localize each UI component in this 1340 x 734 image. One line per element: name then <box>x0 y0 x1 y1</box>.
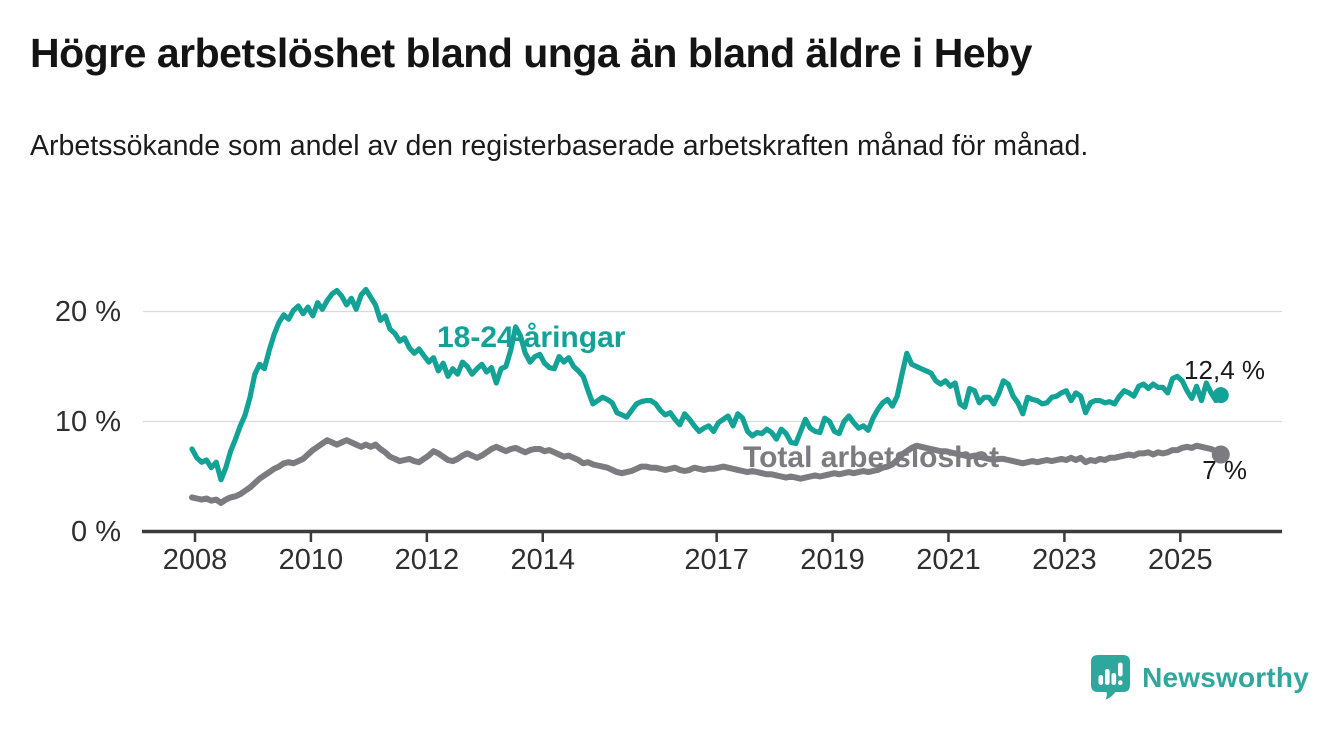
series-label-total: Total arbetslöshet <box>743 441 1000 474</box>
newsworthy-logo: Newsworthy <box>1091 655 1309 700</box>
newsworthy-logo-icon <box>1091 655 1131 700</box>
end-dot-young <box>1212 387 1229 404</box>
x-tick-label-2012: 2012 <box>394 544 460 576</box>
x-tick-label-2017: 2017 <box>684 544 749 576</box>
chart-subtitle: Arbetssökande som andel av den registerb… <box>30 130 1089 162</box>
x-tick-label-2008: 2008 <box>162 544 228 576</box>
y-tick-label-10: 10 % <box>54 405 121 438</box>
newsworthy-logo-text: Newsworthy <box>1142 661 1309 693</box>
annotation-young-latest: 12,4 % <box>1184 355 1265 385</box>
x-tick-label-2014: 2014 <box>510 544 576 576</box>
speech-bubble-shape <box>1091 655 1131 700</box>
annotation-total-latest: 7 % <box>1202 455 1247 485</box>
x-tick-label-2021: 2021 <box>916 544 981 576</box>
line-young-18-24 <box>189 286 1224 483</box>
line-total <box>189 437 1224 506</box>
bar-chart-glyph <box>1098 662 1123 685</box>
chart-title: Högre arbetslöshet bland unga än bland ä… <box>30 30 1032 76</box>
y-tick-label-0: 0 % <box>71 515 121 548</box>
x-tick-label-2023: 2023 <box>1032 544 1097 576</box>
x-tick-label-2019: 2019 <box>800 544 865 576</box>
x-tick-label-2025: 2025 <box>1148 544 1213 576</box>
x-tick-label-2010: 2010 <box>278 544 344 576</box>
series-label-young: 18-24-åringar <box>437 321 626 354</box>
end-dot-total <box>1211 445 1230 464</box>
y-tick-label-20: 20 % <box>54 295 121 328</box>
